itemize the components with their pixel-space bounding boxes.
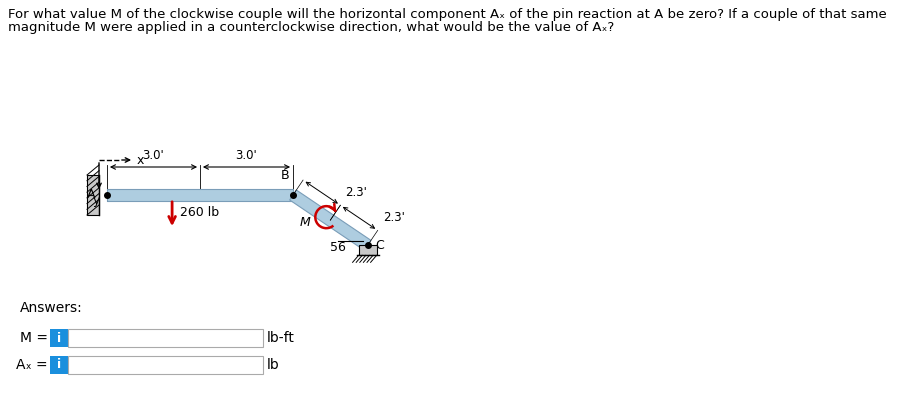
Text: M: M: [299, 216, 310, 228]
Bar: [68, 329, 263, 347]
Text: A: A: [86, 188, 95, 202]
Text: Aₓ =: Aₓ =: [16, 358, 48, 372]
Polygon shape: [289, 190, 371, 250]
Text: For what value M of the clockwise couple will the horizontal component Aₓ of the: For what value M of the clockwise couple…: [8, 8, 887, 21]
Text: lb: lb: [267, 358, 279, 372]
Text: B: B: [280, 169, 289, 182]
Text: y: y: [93, 194, 100, 207]
Text: lb-ft: lb-ft: [267, 331, 295, 345]
Text: 3.0': 3.0': [236, 149, 258, 162]
Text: 2.3': 2.3': [383, 211, 405, 224]
Bar: [50, 356, 68, 374]
Text: Answers:: Answers:: [20, 301, 83, 315]
Bar: [358, 245, 376, 255]
Bar: [68, 356, 263, 374]
Text: magnitude M were applied in a counterclockwise direction, what would be the valu: magnitude M were applied in a counterclo…: [8, 21, 614, 34]
Text: i: i: [57, 359, 61, 372]
Text: 2.3': 2.3': [346, 186, 367, 199]
Text: x: x: [137, 153, 144, 166]
Text: 3.0': 3.0': [142, 149, 164, 162]
Bar: [107, 189, 293, 201]
Bar: [50, 329, 68, 347]
Text: i: i: [57, 331, 61, 344]
Bar: [87, 175, 99, 215]
Text: C: C: [375, 239, 385, 252]
Text: 56: 56: [330, 241, 346, 254]
Text: 260 lb: 260 lb: [180, 206, 219, 220]
Text: M =: M =: [20, 331, 48, 345]
